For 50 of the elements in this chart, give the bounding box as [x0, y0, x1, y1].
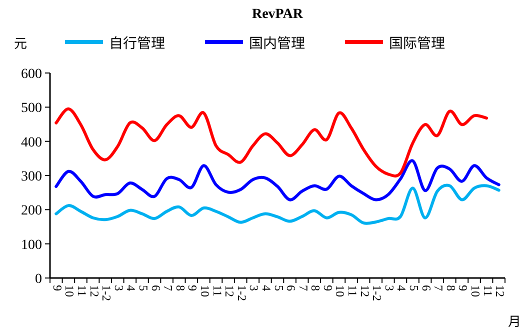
x-tick-label: 4	[259, 285, 274, 291]
chart-title: RevPAR	[252, 7, 304, 22]
x-tick-label: 6	[148, 285, 163, 291]
x-tick-label: 1-2	[370, 285, 384, 301]
x-tick-label: 12	[87, 285, 102, 297]
x-tick-label: 10	[468, 285, 483, 297]
x-tick-label: 3	[247, 285, 262, 291]
x-tick-label: 6	[419, 285, 434, 291]
x-tick-label: 7	[161, 285, 176, 291]
x-tick-label: 11	[74, 285, 89, 297]
x-tick-label: 5	[407, 285, 422, 291]
x-tick-label: 10	[62, 285, 77, 297]
y-tick-label: 500	[21, 101, 42, 116]
x-axis-title: 月	[508, 311, 520, 330]
x-tick-label: 6	[284, 285, 298, 291]
x-tick-label: 11	[210, 285, 224, 297]
x-tick-label: 9	[50, 285, 64, 291]
y-tick-label: 200	[21, 204, 42, 219]
x-tick-label: 1-2	[234, 285, 249, 301]
x-tick-label: 7	[296, 285, 310, 291]
legend-label: 自行管理	[109, 33, 165, 53]
y-tick-label: 400	[21, 135, 42, 150]
x-tick-label: 3	[382, 285, 396, 291]
x-tick-label: 10	[333, 285, 348, 297]
x-tick-label: 12	[358, 285, 372, 297]
legend-label: 国内管理	[249, 33, 305, 53]
x-tick-label: 7	[432, 285, 446, 291]
x-tick-label: 9	[320, 285, 335, 291]
x-tick-label: 1-2	[100, 285, 114, 301]
y-tick-label: 100	[21, 238, 42, 253]
x-tick-label: 9	[456, 285, 470, 291]
x-tick-label: 5	[136, 285, 150, 291]
y-tick-label: 600	[21, 67, 42, 82]
x-tick-label: 12	[222, 285, 237, 297]
x-tick-label: 3	[112, 285, 126, 291]
x-tick-label: 5	[272, 285, 286, 291]
legend-label: 国际管理	[389, 33, 445, 53]
x-tick-label: 9	[186, 285, 200, 291]
x-tick-label: 8	[308, 285, 323, 291]
x-tick-label: 11	[346, 285, 360, 297]
y-tick-label: 300	[21, 170, 42, 184]
x-tick-label: 8	[173, 285, 188, 291]
y-axis-title: 元	[14, 33, 28, 52]
x-tick-label: 12	[493, 285, 508, 297]
x-tick-label: 10	[198, 285, 212, 297]
y-tick-label: 0	[35, 272, 42, 287]
x-tick-label: 4	[124, 285, 138, 291]
x-tick-label: 4	[394, 285, 409, 291]
x-tick-label: 11	[480, 285, 495, 297]
x-tick-label: 8	[444, 285, 458, 291]
